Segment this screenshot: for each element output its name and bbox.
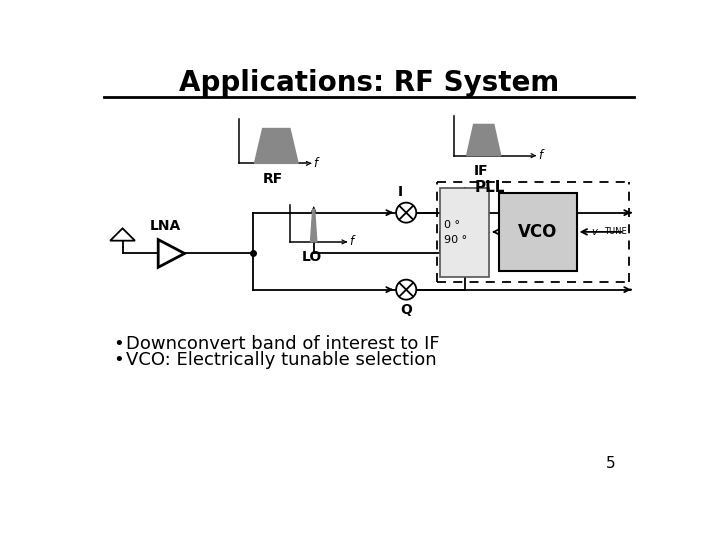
Text: f: f (313, 157, 318, 170)
Text: IF: IF (474, 164, 489, 178)
Polygon shape (158, 240, 184, 267)
Text: •: • (113, 335, 124, 353)
Text: LO: LO (302, 251, 323, 265)
Text: f: f (349, 235, 353, 248)
Circle shape (396, 202, 416, 222)
Bar (441, 188, 489, 276)
Text: I: I (397, 185, 402, 199)
Polygon shape (254, 129, 298, 164)
Text: 0 °: 0 ° (444, 220, 460, 229)
Text: VCO: Electrically tunable selection: VCO: Electrically tunable selection (126, 350, 436, 369)
Circle shape (396, 280, 416, 300)
Text: LNA: LNA (150, 219, 181, 233)
Text: TUNE: TUNE (604, 227, 626, 237)
Text: •: • (113, 350, 124, 369)
Text: PLL: PLL (474, 180, 505, 195)
Text: 5: 5 (606, 456, 616, 471)
Polygon shape (467, 124, 500, 156)
Text: Q: Q (400, 303, 412, 318)
Bar (499, 193, 577, 271)
Text: RF: RF (263, 172, 283, 186)
Text: Applications: RF System: Applications: RF System (179, 69, 559, 97)
Text: VCO: VCO (518, 223, 557, 241)
Text: Downconvert band of interest to IF: Downconvert band of interest to IF (126, 335, 439, 353)
Text: 90 °: 90 ° (444, 235, 467, 245)
Text: $v$: $v$ (591, 227, 599, 237)
Polygon shape (310, 210, 317, 242)
Text: f: f (538, 149, 542, 162)
